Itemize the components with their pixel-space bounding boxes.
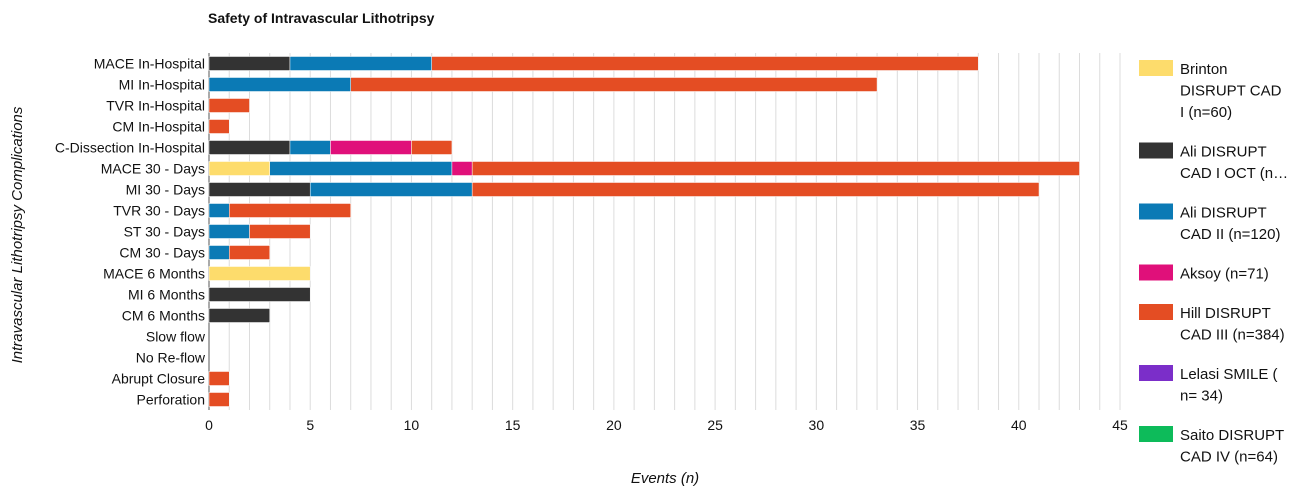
x-tick-label: 25 <box>707 417 723 433</box>
bar-segment <box>411 141 451 155</box>
legend-label: Aksoy (n=71) <box>1180 266 1269 283</box>
x-tick-label: 15 <box>505 417 521 433</box>
y-tick-label: C-Dissection In-Hospital <box>55 140 205 156</box>
y-tick-label: CM 6 Months <box>122 308 205 324</box>
x-tick-label: 10 <box>404 417 420 433</box>
legend-label: Hill DISRUPT <box>1180 305 1271 322</box>
legend-swatch <box>1139 304 1173 320</box>
y-tick-label: Perforation <box>137 392 205 408</box>
legend-swatch <box>1139 265 1173 281</box>
x-tick-label: 5 <box>306 417 314 433</box>
x-axis-label: Events (n) <box>631 470 699 487</box>
bar-segment <box>330 141 411 155</box>
legend-swatch <box>1139 365 1173 381</box>
legend: Brinton DISRUPT CAD I (n=60) Ali DISRUPT CAD… <box>1139 60 1288 466</box>
bar-segment <box>209 99 249 113</box>
y-tick-label: MI 30 - Days <box>126 182 205 198</box>
y-tick-label: Slow flow <box>146 329 206 345</box>
legend-label: DISRUPT CAD <box>1180 83 1282 100</box>
legend-swatch <box>1139 60 1173 76</box>
legend-label: Brinton <box>1180 61 1228 78</box>
bar-segment <box>209 393 229 407</box>
legend-label: Lelasi SMILE ( <box>1180 366 1278 383</box>
legend-label: n= 34) <box>1180 388 1223 405</box>
y-tick-label: CM 30 - Days <box>119 245 205 261</box>
x-tick-label: 45 <box>1112 417 1128 433</box>
bar-segment <box>209 204 229 218</box>
bar-segment <box>209 225 249 239</box>
bars <box>209 57 1080 407</box>
bar-segment <box>209 246 229 260</box>
legend-label: CAD II (n=120) <box>1180 226 1280 243</box>
y-tick-label: TVR In-Hospital <box>106 98 205 114</box>
bar-segment <box>249 225 310 239</box>
legend-label: Ali DISRUPT <box>1180 205 1267 222</box>
chart-title: Safety of Intravascular Lithotripsy <box>208 10 435 26</box>
bar-segment <box>472 183 1039 197</box>
x-axis-tick-labels: 0 5 10 15 20 25 30 35 40 45 <box>205 417 1128 433</box>
bar-segment <box>209 267 310 281</box>
y-tick-label: MACE 30 - Days <box>101 161 205 177</box>
bar-segment <box>452 162 472 176</box>
y-tick-label: CM In-Hospital <box>112 119 205 135</box>
bar-segment <box>209 288 310 302</box>
bar-segment <box>209 309 270 323</box>
y-tick-label: MACE 6 Months <box>103 266 205 282</box>
bar-segment <box>209 57 290 71</box>
bar-segment <box>432 57 979 71</box>
bar-segment <box>229 246 269 260</box>
bar-segment <box>290 141 330 155</box>
y-tick-label: Abrupt Closure <box>112 371 206 387</box>
bar-segment <box>472 162 1079 176</box>
x-tick-label: 0 <box>205 417 213 433</box>
legend-swatch <box>1139 426 1173 442</box>
legend-label: I (n=60) <box>1180 104 1232 121</box>
bar-segment <box>209 162 270 176</box>
bar-segment <box>229 204 350 218</box>
bar-segment <box>209 183 310 197</box>
bar-segment <box>209 141 290 155</box>
x-tick-label: 35 <box>910 417 926 433</box>
x-tick-label: 20 <box>606 417 622 433</box>
legend-label: CAD I OCT (n… <box>1180 165 1288 182</box>
y-tick-label: No Re-flow <box>136 350 206 366</box>
x-tick-label: 40 <box>1011 417 1027 433</box>
legend-label: CAD IV (n=64) <box>1180 449 1278 466</box>
y-axis-label: Intravascular Lithotripsy Complications <box>9 106 26 363</box>
legend-swatch <box>1139 204 1173 220</box>
y-tick-label: TVR 30 - Days <box>113 203 205 219</box>
y-axis-tick-labels: MACE In-Hospital MI In-Hospital TVR In-Hos… <box>55 56 206 408</box>
y-tick-label: MACE In-Hospital <box>94 56 205 72</box>
gridlines <box>209 53 1120 410</box>
bar-segment <box>270 162 452 176</box>
legend-label: Saito DISRUPT <box>1180 427 1284 444</box>
y-tick-label: MI In-Hospital <box>119 77 205 93</box>
legend-label: CAD III (n=384) <box>1180 327 1285 344</box>
y-tick-label: MI 6 Months <box>128 287 205 303</box>
y-tick-label: ST 30 - Days <box>124 224 205 240</box>
x-tick-label: 30 <box>809 417 825 433</box>
legend-swatch <box>1139 143 1173 159</box>
bar-segment <box>209 372 229 386</box>
bar-segment <box>351 78 877 92</box>
bar-segment <box>209 78 351 92</box>
bar-segment <box>290 57 432 71</box>
bar-segment <box>310 183 472 197</box>
bar-segment <box>209 120 229 134</box>
legend-label: Ali DISRUPT <box>1180 144 1267 161</box>
